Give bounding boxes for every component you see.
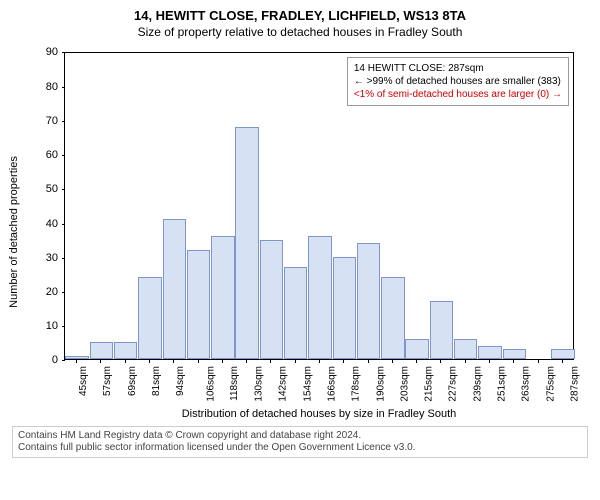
x-tick-mark	[125, 360, 126, 363]
histogram-bar	[503, 349, 526, 359]
info-line-3: <1% of semi-detached houses are larger (…	[354, 88, 562, 101]
x-tick-mark	[246, 360, 247, 363]
histogram-bar	[551, 349, 574, 359]
y-tick: 60	[12, 149, 62, 161]
footer-line-2: Contains full public sector information …	[18, 442, 582, 454]
histogram-bar	[260, 240, 283, 360]
y-tick: 50	[12, 183, 62, 195]
x-tick-mark	[76, 360, 77, 363]
y-tick: 10	[12, 320, 62, 332]
histogram-bar	[138, 277, 161, 359]
histogram-bar	[430, 301, 453, 359]
footer-line-1: Contains HM Land Registry data © Crown c…	[18, 430, 582, 442]
footer-attribution: Contains HM Land Registry data © Crown c…	[12, 426, 588, 458]
x-tick-mark	[149, 360, 150, 363]
chart-area: Number of detached properties 14 HEWITT …	[12, 42, 588, 422]
x-tick-mark	[270, 360, 271, 363]
x-tick-mark	[562, 360, 563, 363]
histogram-bar	[381, 277, 404, 359]
histogram-bar	[308, 236, 331, 359]
x-tick-mark	[198, 360, 199, 363]
x-tick-mark	[368, 360, 369, 363]
x-tick-mark	[295, 360, 296, 363]
info-annotation-box: 14 HEWITT CLOSE: 287sqm ← >99% of detach…	[347, 57, 569, 106]
x-tick-mark	[513, 360, 514, 363]
x-tick-mark	[343, 360, 344, 363]
x-axis-label: Distribution of detached houses by size …	[64, 408, 574, 420]
histogram-bar	[357, 243, 380, 359]
histogram-bar	[163, 219, 186, 359]
histogram-bar	[405, 339, 428, 360]
histogram-bar	[284, 267, 307, 359]
chart-subtitle: Size of property relative to detached ho…	[12, 25, 588, 41]
x-tick-mark	[392, 360, 393, 363]
y-tick: 20	[12, 286, 62, 298]
histogram-bar	[454, 339, 477, 360]
plot-region: 14 HEWITT CLOSE: 287sqm ← >99% of detach…	[64, 52, 574, 360]
info-line-2: ← >99% of detached houses are smaller (3…	[354, 75, 562, 88]
y-tick: 90	[12, 46, 62, 58]
histogram-bar	[235, 127, 258, 360]
histogram-bar	[114, 342, 137, 359]
chart-title: 14, HEWITT CLOSE, FRADLEY, LICHFIELD, WS…	[12, 8, 588, 25]
x-tick-mark	[222, 360, 223, 363]
x-tick-label: 287sqm	[569, 366, 600, 402]
x-tick-mark	[489, 360, 490, 363]
y-tick: 40	[12, 218, 62, 230]
y-tick: 70	[12, 115, 62, 127]
x-tick-mark	[100, 360, 101, 363]
x-tick-mark	[440, 360, 441, 363]
histogram-bar	[211, 236, 234, 359]
x-tick-mark	[465, 360, 466, 363]
y-tick: 30	[12, 252, 62, 264]
y-tick: 80	[12, 81, 62, 93]
info-line-1: 14 HEWITT CLOSE: 287sqm	[354, 62, 562, 75]
x-tick-mark	[173, 360, 174, 363]
histogram-bar	[90, 342, 113, 359]
histogram-bar	[187, 250, 210, 360]
histogram-bar	[65, 356, 88, 359]
histogram-bar	[333, 257, 356, 360]
histogram-bar	[478, 346, 501, 360]
y-tick: 0	[12, 354, 62, 366]
x-tick-mark	[319, 360, 320, 363]
x-tick-mark	[416, 360, 417, 363]
x-tick-mark	[538, 360, 539, 363]
